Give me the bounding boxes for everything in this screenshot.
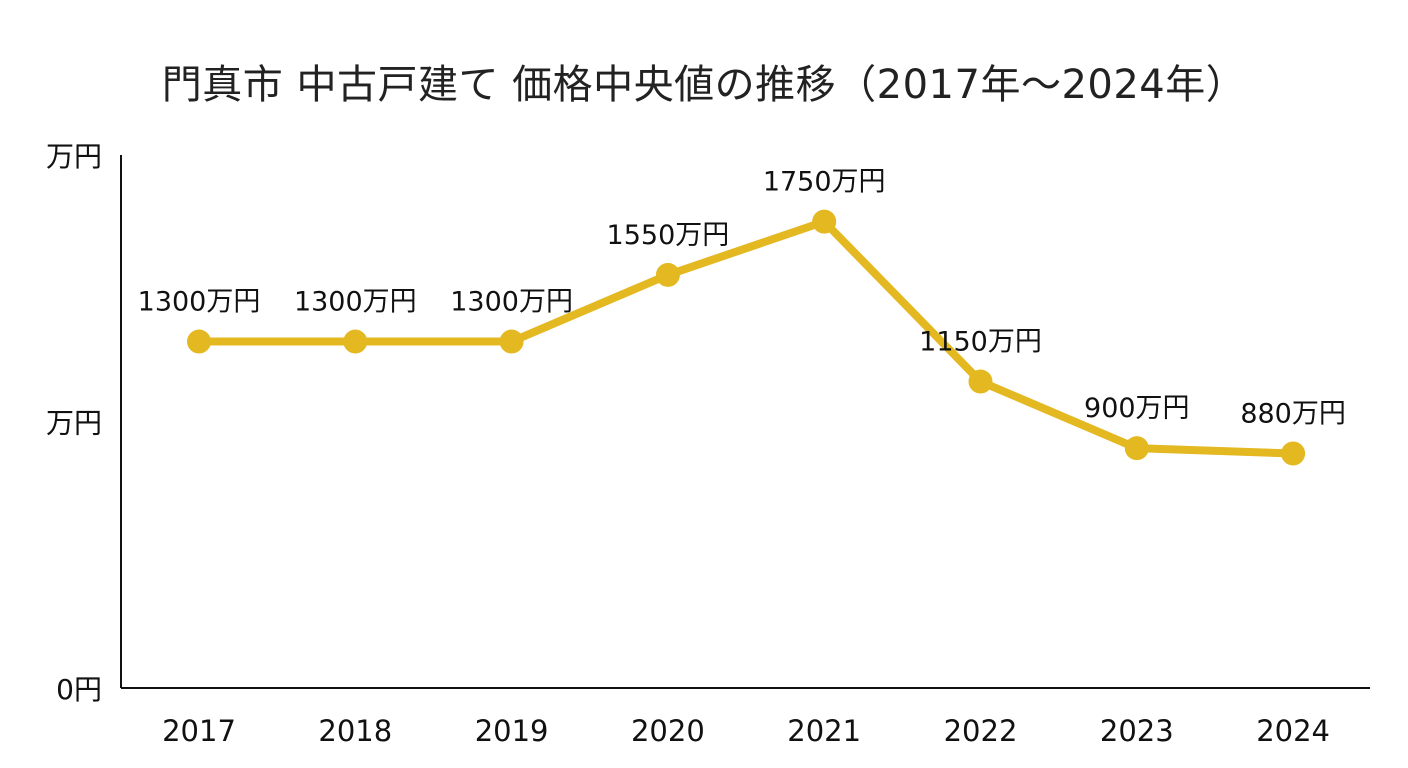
data-point	[655, 262, 680, 287]
data-points	[187, 209, 1306, 466]
data-label: 1300万円	[294, 287, 417, 318]
data-label: 1300万円	[450, 287, 573, 318]
data-label: 1750万円	[763, 167, 886, 198]
y-tick-label: 万円	[46, 140, 102, 173]
data-point	[343, 329, 368, 354]
series-line-group	[195, 217, 1298, 458]
x-tick-label: 2021	[787, 714, 861, 748]
data-labels: 1300万円 1300万円 1300万円 1550万円 1750万円 1150万円 900万…	[138, 167, 1346, 430]
x-tick-label: 2020	[631, 714, 705, 748]
series-line	[195, 217, 1298, 458]
data-point	[812, 209, 837, 234]
y-tick-label: 0円	[56, 673, 102, 706]
x-tick-label: 2022	[944, 714, 1018, 748]
axes	[120, 155, 1370, 689]
x-tick-label: 2018	[318, 714, 392, 748]
data-label: 1550万円	[607, 220, 730, 251]
x-tick-label: 2019	[475, 714, 549, 748]
data-point	[499, 329, 524, 354]
data-label: 1300万円	[138, 287, 261, 318]
chart-title: 門真市 中古戸建て 価格中央値の推移（2017年〜2024年）	[161, 62, 1247, 108]
x-tick-label: 2024	[1256, 714, 1330, 748]
y-tick-label: 万円	[46, 407, 102, 440]
data-point	[968, 369, 993, 394]
data-label: 880万円	[1240, 398, 1346, 429]
data-label: 900万円	[1084, 393, 1190, 424]
x-tick-label: 2023	[1100, 714, 1174, 748]
data-point	[1281, 441, 1306, 466]
x-tick-labels: 2017 2018 2019 2020 2021 2022 2023 2024	[162, 714, 1330, 748]
data-point	[187, 329, 211, 354]
data-point	[1124, 436, 1149, 461]
data-label: 1150万円	[919, 327, 1042, 358]
x-tick-label: 2017	[162, 714, 236, 748]
